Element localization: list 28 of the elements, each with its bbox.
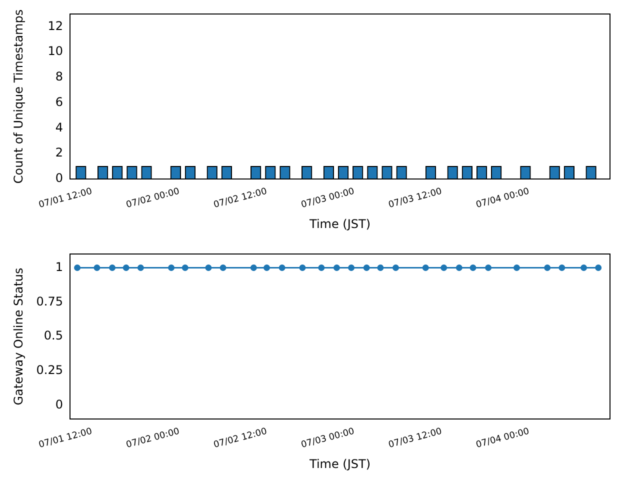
x-axis-title: Time (JST) (308, 216, 371, 231)
y-tick-label: 8 (55, 70, 63, 84)
y-tick-label: 4 (55, 120, 63, 134)
y-tick-label: 1 (55, 260, 63, 274)
y-tick-label: 0.75 (36, 294, 63, 308)
y-tick-label: 10 (48, 44, 63, 58)
y-tick-label: 2 (55, 146, 63, 160)
y-axis-title: Count of Unique Timestamps (11, 9, 26, 184)
x-tick-label: 07/03 12:00 (388, 186, 444, 211)
x-tick-label: 07/01 12:00 (38, 426, 94, 451)
y-tick-label: 6 (55, 94, 63, 109)
x-tick-label: 07/03 00:00 (300, 186, 356, 211)
y-tick-label: 0.5 (44, 328, 63, 343)
x-axis-title: Time (JST) (308, 456, 371, 471)
x-tick-label: 07/04 00:00 (475, 426, 531, 451)
x-tick-label: 07/03 00:00 (300, 426, 356, 451)
x-tick-label: 07/03 12:00 (388, 426, 444, 451)
x-tick-label: 07/02 12:00 (212, 186, 268, 211)
y-tick-label: 12 (48, 18, 63, 33)
y-tick-label: 0.25 (36, 363, 63, 377)
x-tick-label: 07/02 00:00 (125, 186, 181, 211)
x-tick-label: 07/02 12:00 (212, 426, 268, 451)
y-tick-label: 0 (55, 397, 63, 412)
x-tick-label: 07/01 12:00 (38, 186, 94, 211)
x-tick-label: 07/04 00:00 (475, 186, 531, 211)
x-tick-label: 07/02 00:00 (125, 426, 181, 451)
y-axis-title: Gateway Online Status (11, 268, 26, 406)
y-tick-label: 0 (55, 171, 63, 186)
